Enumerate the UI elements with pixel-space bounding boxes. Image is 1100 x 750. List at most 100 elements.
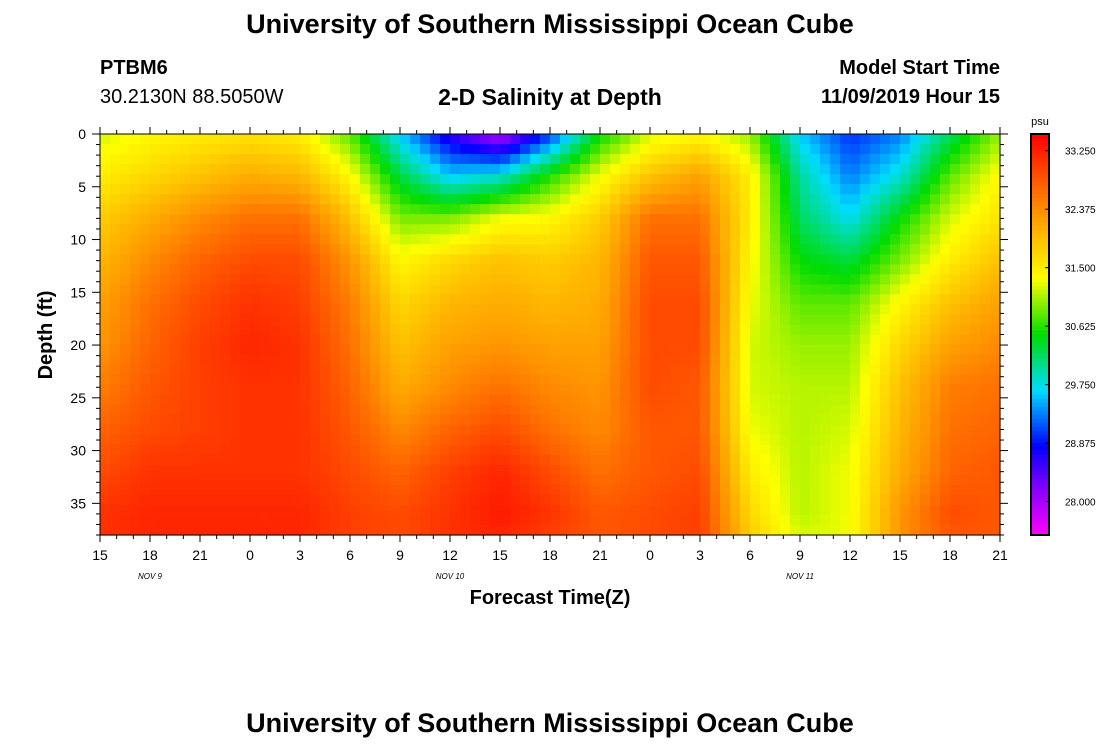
- heatmap-cell: [920, 364, 931, 376]
- heatmap-cell: [840, 394, 851, 406]
- heatmap-cell: [570, 464, 581, 476]
- heatmap-cell: [320, 244, 331, 255]
- heatmap-cell: [380, 464, 391, 476]
- heatmap-cell: [770, 404, 781, 416]
- heatmap-cell: [190, 424, 201, 436]
- heatmap-cell: [240, 424, 251, 436]
- heatmap-cell: [800, 294, 811, 306]
- heatmap-cell: [890, 304, 901, 316]
- colorbar-segment: [1031, 402, 1049, 408]
- heatmap-cell: [690, 354, 701, 366]
- heatmap-cell: [180, 274, 191, 285]
- heatmap-cell: [670, 274, 681, 285]
- heatmap-cell: [520, 214, 531, 225]
- heatmap-cell: [670, 154, 681, 165]
- heatmap-cell: [190, 144, 201, 155]
- heatmap-cell: [680, 454, 691, 466]
- heatmap-cell: [320, 354, 331, 366]
- heatmap-cell: [300, 264, 311, 275]
- heatmap-cell: [710, 144, 721, 155]
- colorbar-segment: [1031, 466, 1049, 472]
- heatmap-cell: [940, 274, 951, 285]
- heatmap-cell: [380, 254, 391, 265]
- heatmap-cell: [540, 344, 551, 356]
- heatmap-cell: [440, 154, 451, 165]
- heatmap-cell: [700, 284, 711, 296]
- heatmap-cell: [640, 314, 651, 326]
- heatmap-cell: [750, 414, 761, 426]
- heatmap-cell: [780, 484, 791, 496]
- heatmap-cell: [280, 514, 291, 526]
- heatmap-cell: [660, 154, 671, 165]
- heatmap-cell: [740, 264, 751, 275]
- heatmap-cell: [830, 234, 841, 245]
- heatmap-cell: [950, 224, 961, 235]
- heatmap-cell: [730, 394, 741, 406]
- heatmap-cell: [750, 154, 761, 165]
- heatmap-cell: [600, 304, 611, 316]
- heatmap-cell: [700, 414, 711, 426]
- heatmap-cell: [900, 384, 911, 396]
- heatmap-cell: [260, 214, 271, 225]
- heatmap-cell: [740, 414, 751, 426]
- heatmap-cell: [150, 464, 161, 476]
- heatmap-cell: [810, 234, 821, 245]
- heatmap-cell: [920, 474, 931, 486]
- heatmap-cell: [210, 194, 221, 205]
- heatmap-cell: [580, 234, 591, 245]
- heatmap-cell: [160, 404, 171, 416]
- heatmap-cell: [410, 434, 421, 446]
- heatmap-cell: [370, 474, 381, 486]
- heatmap-cell: [360, 454, 371, 466]
- heatmap-cell: [480, 244, 491, 255]
- heatmap-cell: [750, 184, 761, 195]
- heatmap-cell: [230, 464, 241, 476]
- heatmap-cell: [690, 274, 701, 285]
- heatmap-cell: [290, 244, 301, 255]
- heatmap-cell: [430, 194, 441, 205]
- heatmap-cell: [820, 204, 831, 215]
- heatmap-cell: [240, 434, 251, 446]
- heatmap-cell: [180, 194, 191, 205]
- heatmap-cell: [740, 364, 751, 376]
- heatmap-cell: [860, 254, 871, 265]
- heatmap-cell: [980, 424, 991, 436]
- heatmap-cell: [540, 164, 551, 175]
- heatmap-cell: [300, 484, 311, 496]
- heatmap-cell: [770, 274, 781, 285]
- heatmap-cell: [210, 264, 221, 275]
- heatmap-cell: [230, 134, 241, 145]
- heatmap-cell: [270, 404, 281, 416]
- heatmap-cell: [110, 264, 121, 275]
- heatmap-cell: [260, 184, 271, 195]
- heatmap-cell: [630, 354, 641, 366]
- heatmap-cell: [350, 524, 361, 536]
- heatmap-cell: [640, 414, 651, 426]
- heatmap-cell: [530, 504, 541, 516]
- heatmap-cell: [420, 454, 431, 466]
- heatmap-cell: [470, 374, 481, 386]
- heatmap-cell: [780, 474, 791, 486]
- heatmap-cell: [300, 354, 311, 366]
- heatmap-cell: [820, 374, 831, 386]
- heatmap-cell: [470, 494, 481, 506]
- heatmap-cell: [930, 224, 941, 235]
- heatmap-cell: [520, 514, 531, 526]
- heatmap-cell: [620, 174, 631, 185]
- heatmap-cell: [850, 464, 861, 476]
- colorbar-segment: [1031, 458, 1049, 464]
- heatmap-cell: [610, 344, 621, 356]
- heatmap-cell: [670, 424, 681, 436]
- heatmap-cell: [100, 324, 111, 336]
- heatmap-cell: [650, 254, 661, 265]
- heatmap-cell: [840, 304, 851, 316]
- heatmap-cell: [510, 324, 521, 336]
- heatmap-cell: [490, 314, 501, 326]
- heatmap-cell: [200, 344, 211, 356]
- heatmap-cell: [810, 254, 821, 265]
- heatmap-cell: [210, 394, 221, 406]
- heatmap-cell: [960, 344, 971, 356]
- heatmap-cell: [130, 154, 141, 165]
- heatmap-cell: [610, 314, 621, 326]
- heatmap-cell: [700, 324, 711, 336]
